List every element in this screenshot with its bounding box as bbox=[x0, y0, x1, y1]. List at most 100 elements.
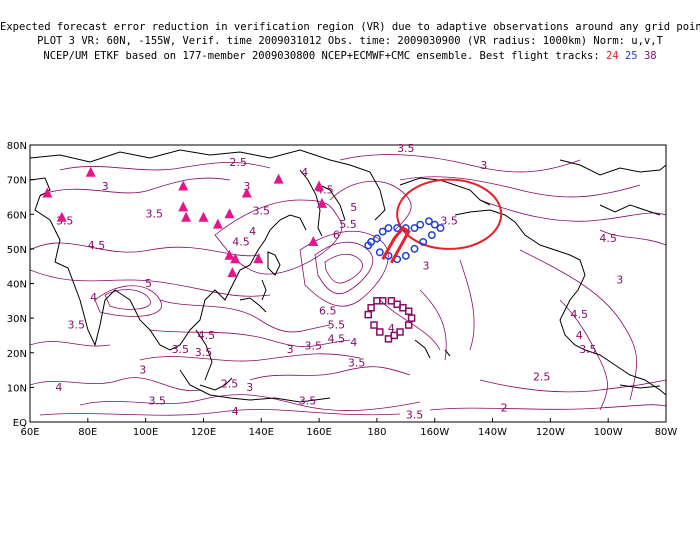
track-24-waypoint bbox=[427, 231, 436, 239]
contour-label: 3 bbox=[243, 180, 250, 193]
track-38-waypoint bbox=[404, 307, 413, 315]
track-24-waypoint bbox=[410, 244, 419, 253]
track-38-waypoint bbox=[370, 321, 378, 329]
contour-lines bbox=[30, 154, 666, 416]
observation-site-marker bbox=[230, 253, 241, 264]
track-label-38: 38 bbox=[643, 50, 657, 62]
track-25-line bbox=[381, 226, 411, 264]
x-tick-label: 60E bbox=[20, 427, 39, 438]
contour-label: 4 bbox=[576, 329, 583, 342]
contour-label: 4 bbox=[388, 322, 395, 335]
contour-label: 3.5 bbox=[348, 357, 366, 370]
x-tick-label: 100W bbox=[594, 427, 623, 438]
contour-label: 5.5 bbox=[339, 218, 357, 231]
x-tick-label: 120W bbox=[536, 427, 565, 438]
contour-label: 2.5 bbox=[533, 370, 551, 383]
y-axis-labels: 80N 70N 60N 50N 40N 30N 20N 10N EQ bbox=[7, 141, 27, 429]
title-line-3-text: NCEP/UM ETKF based on 177-member 2009030… bbox=[43, 50, 600, 62]
figure-title-line-2: PLOT 3 VR: 60N, -155W, Verif. time 20090… bbox=[37, 35, 663, 47]
contour-label: 4 bbox=[90, 291, 97, 304]
contour-label: 3.5 bbox=[172, 343, 190, 356]
plot-frame bbox=[29, 144, 667, 423]
track-24-waypoint bbox=[378, 227, 387, 236]
contour-label: 4 bbox=[350, 336, 357, 349]
contour-label: 4.5 bbox=[232, 235, 250, 248]
contour-label: 3.5 bbox=[253, 204, 271, 217]
track-38-waypoint bbox=[376, 328, 384, 336]
x-tick-label: 140E bbox=[249, 427, 274, 438]
contour-label: 3 bbox=[423, 260, 430, 273]
x-tick-label: 160E bbox=[306, 427, 331, 438]
observation-site-marker bbox=[212, 218, 223, 229]
y-tick-label: 10N bbox=[7, 383, 27, 394]
x-tick-label: 80W bbox=[655, 427, 678, 438]
axis-ticks bbox=[29, 144, 667, 423]
contour-label: 3 bbox=[246, 381, 253, 394]
observation-site-marker bbox=[224, 249, 235, 260]
track-24-waypoint bbox=[393, 224, 402, 233]
y-tick-label: 60N bbox=[7, 210, 27, 221]
y-tick-label: EQ bbox=[13, 418, 27, 429]
contour-label: 3.5 bbox=[406, 409, 424, 422]
contour-label: 3.5 bbox=[440, 215, 458, 228]
observation-site-marker bbox=[241, 187, 252, 198]
track-38-waypoint bbox=[364, 310, 372, 319]
track-24-waypoint bbox=[401, 251, 410, 260]
track-24-waypoint bbox=[375, 248, 384, 257]
contour-label: 5 bbox=[350, 201, 357, 214]
track-24-waypoint bbox=[384, 224, 393, 233]
verification-region bbox=[396, 178, 503, 250]
contour-label: 2.5 bbox=[221, 377, 239, 390]
track-38-waypoint bbox=[367, 303, 375, 312]
track-24-waypoint bbox=[367, 238, 376, 246]
x-axis-labels: 60E 80E 100E 120E 140E 160E 180 160W 140W 120W 100… bbox=[20, 427, 677, 438]
observation-site-marker bbox=[85, 166, 96, 177]
track-24-waypoint bbox=[419, 238, 428, 246]
observation-site-marker bbox=[178, 180, 189, 191]
contour-label: 3.5 bbox=[397, 142, 415, 155]
contour-label: 3.5 bbox=[68, 319, 86, 332]
y-tick-label: 30N bbox=[7, 314, 27, 325]
contour-label: 3 bbox=[102, 180, 109, 193]
observation-site-marker bbox=[181, 211, 192, 222]
x-tick-label: 180 bbox=[367, 427, 386, 438]
y-tick-label: 50N bbox=[7, 245, 27, 256]
track-38-waypoint bbox=[407, 314, 416, 322]
observation-sites bbox=[42, 166, 327, 278]
verification-region-ellipse bbox=[396, 178, 503, 250]
observation-site-marker bbox=[227, 267, 238, 278]
contour-label: 4 bbox=[301, 166, 308, 179]
observation-site-marker bbox=[178, 201, 189, 212]
observation-site-marker bbox=[224, 208, 235, 219]
contour-label: 3.5 bbox=[146, 208, 164, 221]
track-24-waypoint bbox=[436, 224, 445, 233]
figure-title-line-3: NCEP/UM ETKF based on 177-member 2009030… bbox=[0, 49, 700, 63]
y-tick-label: 80N bbox=[7, 141, 27, 152]
contour-label: 3.5 bbox=[579, 343, 597, 356]
contour-label: 3.5 bbox=[195, 346, 213, 359]
observation-site-marker bbox=[316, 197, 327, 208]
contour-label: 6.5 bbox=[319, 305, 337, 318]
x-tick-label: 160W bbox=[420, 427, 449, 438]
x-tick-label: 100E bbox=[133, 427, 158, 438]
contour-labels: 2.5333.53.53.54.54.544.555.56453.53.5334… bbox=[55, 142, 623, 422]
contour-label: 4 bbox=[232, 405, 239, 418]
contour-label: 4.5 bbox=[599, 232, 617, 245]
coastlines bbox=[30, 149, 666, 403]
x-tick-label: 80E bbox=[78, 427, 97, 438]
contour-label: 3.5 bbox=[299, 395, 317, 408]
observation-site-marker bbox=[42, 187, 53, 198]
flight-tracks bbox=[364, 217, 445, 343]
contour-label: 4 bbox=[55, 381, 62, 394]
contour-label: 5 bbox=[145, 277, 152, 290]
contour-label: 3.5 bbox=[148, 395, 166, 408]
contour-label: 3.5 bbox=[305, 339, 323, 352]
contour-label: 5.5 bbox=[328, 319, 346, 332]
contour-label: 3 bbox=[480, 159, 487, 172]
track-38-waypoint bbox=[378, 297, 387, 305]
observation-site-marker bbox=[308, 235, 319, 246]
observation-site-marker bbox=[253, 253, 264, 264]
contour-label: 2.5 bbox=[229, 156, 247, 169]
contour-label: 4 bbox=[249, 225, 256, 238]
